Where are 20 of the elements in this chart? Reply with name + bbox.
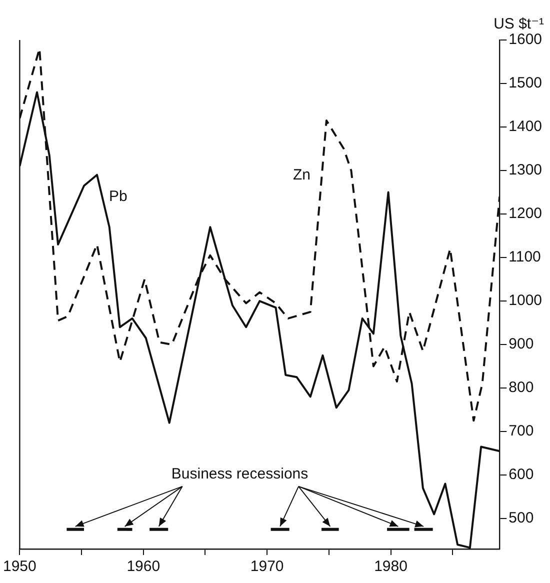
text: Business recessions bbox=[171, 466, 308, 483]
y-tick-label: 1600 bbox=[508, 31, 542, 48]
y-axis-title: US $t⁻¹ bbox=[494, 16, 544, 33]
y-tick-label: 1300 bbox=[508, 162, 542, 179]
x-tick-label: 1960 bbox=[126, 558, 160, 576]
x-tick-label: 1970 bbox=[250, 558, 284, 576]
x-tick-label: 1950 bbox=[2, 558, 36, 576]
y-tick-label: 700 bbox=[508, 422, 534, 440]
y-tick-label: 600 bbox=[508, 466, 534, 484]
y-tick-label: 1500 bbox=[508, 74, 542, 92]
series-label: Zn bbox=[292, 166, 310, 184]
y-tick-label: 800 bbox=[508, 379, 534, 396]
y-tick-label: 1100 bbox=[508, 248, 541, 266]
x-tick-label: 1980 bbox=[374, 558, 408, 576]
y-tick-label: 1400 bbox=[508, 118, 542, 136]
y-tick-label: 1200 bbox=[508, 205, 542, 222]
y-tick-label: 1000 bbox=[508, 292, 542, 310]
y-tick-label: 500 bbox=[508, 510, 534, 527]
series-label: Pb bbox=[108, 188, 128, 206]
y-tick-label: 900 bbox=[508, 336, 534, 353]
